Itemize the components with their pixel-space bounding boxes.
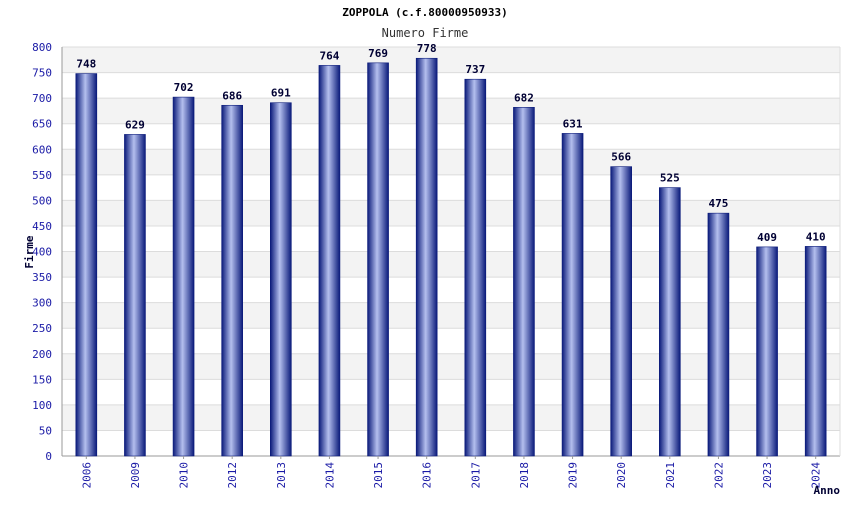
bar xyxy=(804,246,827,457)
bar-value-label: 769 xyxy=(368,47,388,60)
y-tick-label: 500 xyxy=(32,194,52,207)
bar xyxy=(367,62,389,457)
bar-value-label: 410 xyxy=(806,230,826,243)
x-tick-label: 2006 xyxy=(80,462,93,489)
y-tick-label: 0 xyxy=(45,450,52,463)
x-tick-label: 2021 xyxy=(664,462,677,489)
bar-value-label: 682 xyxy=(514,91,534,104)
bar xyxy=(270,102,292,457)
bar-value-label: 778 xyxy=(417,42,437,55)
grid-band xyxy=(62,47,840,73)
y-tick-label: 650 xyxy=(32,118,52,131)
y-tick-label: 700 xyxy=(32,92,52,105)
x-tick-label: 2016 xyxy=(421,462,434,489)
bar-value-label: 748 xyxy=(76,58,96,71)
y-tick-label: 300 xyxy=(32,297,52,310)
y-tick-label: 350 xyxy=(32,271,52,284)
chart-title: ZOPPOLA (c.f.80000950933) xyxy=(342,6,508,19)
x-tick-label: 2017 xyxy=(469,462,482,489)
bar xyxy=(75,73,98,457)
y-tick-label: 150 xyxy=(32,373,52,386)
y-tick-label: 200 xyxy=(32,348,52,361)
bar-value-label: 631 xyxy=(563,117,583,130)
bar-value-label: 629 xyxy=(125,118,145,131)
x-tick-label: 2012 xyxy=(226,462,239,489)
bar xyxy=(659,187,681,457)
x-tick-label: 2024 xyxy=(810,462,823,489)
bar xyxy=(707,212,730,457)
bar xyxy=(513,107,535,457)
x-tick-label: 2009 xyxy=(129,462,142,489)
grid-band xyxy=(62,72,840,99)
x-tick-label: 2015 xyxy=(372,462,385,489)
y-axis-label: Firme xyxy=(23,235,36,268)
y-tick-label: 750 xyxy=(32,67,52,80)
x-tick-label: 2023 xyxy=(761,462,774,489)
bar xyxy=(124,134,146,457)
y-tick-label: 550 xyxy=(32,169,52,182)
y-tick-label: 600 xyxy=(32,143,52,156)
bar-value-label: 475 xyxy=(709,197,729,210)
bar-value-label: 686 xyxy=(222,89,242,102)
x-tick-label: 2013 xyxy=(275,462,288,489)
bar-value-label: 566 xyxy=(611,151,631,164)
bar xyxy=(318,65,341,457)
y-tick-label: 450 xyxy=(32,220,52,233)
x-tick-label: 2010 xyxy=(178,462,191,489)
bar xyxy=(464,78,487,457)
bar-value-label: 764 xyxy=(320,49,340,62)
x-axis-label: Anno xyxy=(814,484,841,497)
x-tick-label: 2020 xyxy=(615,462,628,489)
y-tick-label: 250 xyxy=(32,322,52,335)
bar xyxy=(172,96,195,457)
y-tick-label: 400 xyxy=(32,246,52,259)
bar-value-label: 691 xyxy=(271,87,291,100)
y-tick-label: 800 xyxy=(32,41,52,54)
bar xyxy=(756,246,778,457)
bar xyxy=(561,133,584,457)
x-tick-label: 2022 xyxy=(712,462,725,489)
bar-value-label: 409 xyxy=(757,231,777,244)
x-tick-label: 2018 xyxy=(518,462,531,489)
bar xyxy=(610,166,632,457)
y-tick-label: 100 xyxy=(32,399,52,412)
bar xyxy=(415,57,438,457)
chart-subtitle: Numero Firme xyxy=(382,26,469,40)
bar xyxy=(221,104,243,457)
bar-value-label: 525 xyxy=(660,172,680,185)
x-tick-label: 2019 xyxy=(567,462,580,489)
bar-value-label: 737 xyxy=(465,63,485,76)
x-tick-label: 2014 xyxy=(323,462,336,489)
y-tick-label: 50 xyxy=(39,424,52,437)
bar-value-label: 702 xyxy=(174,81,194,94)
